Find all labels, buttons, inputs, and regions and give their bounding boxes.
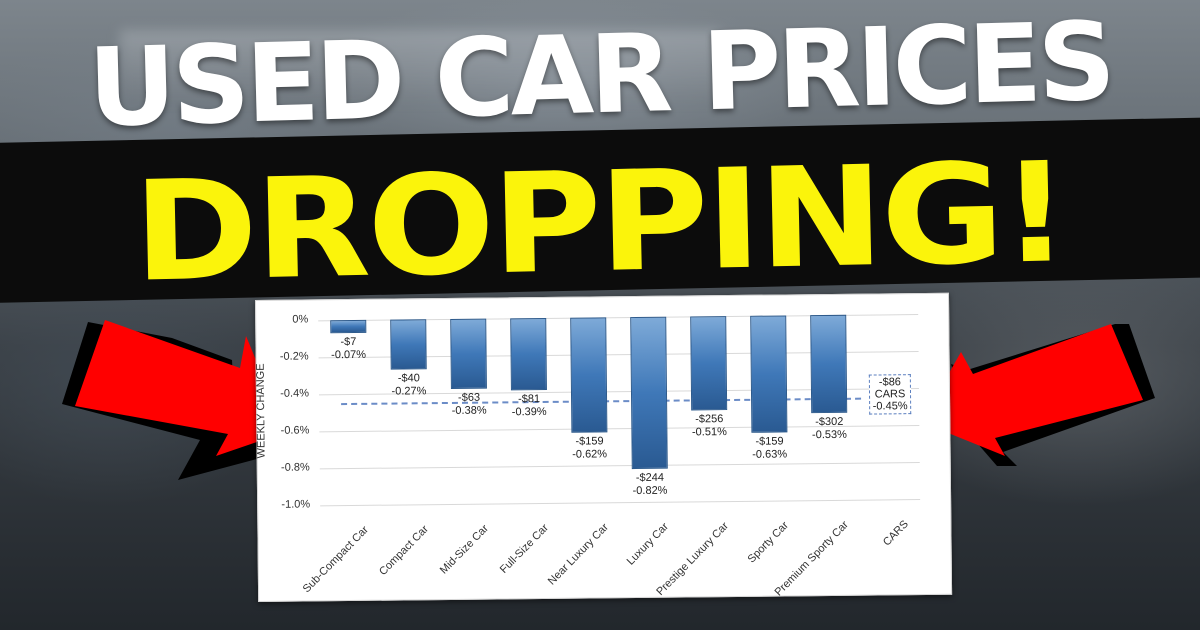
- average-label-box: -$86 CARS -0.45%: [868, 374, 912, 415]
- bar-full-size: [510, 317, 547, 391]
- headline-line-2: DROPPING!: [131, 133, 1069, 313]
- x-tick: Near Luxury Car: [545, 521, 611, 588]
- x-tick: Full-Size Car: [497, 522, 551, 576]
- data-label: -$7 -0.07%: [331, 335, 367, 362]
- gridline: [320, 499, 921, 507]
- y-tick: -0.8%: [280, 461, 310, 474]
- x-tick: CARS: [880, 518, 911, 549]
- bar-premium-sporty: [810, 314, 848, 414]
- y-tick: -0.2%: [279, 350, 309, 363]
- chart-card: WEEKLY CHANGE 0% -0.2% -0.4% -0.6% -0.8%…: [255, 292, 953, 602]
- background-building: [120, 30, 720, 100]
- headline-line-1: USED CAR PRICES: [86, 0, 1114, 152]
- red-arrow-right-icon: [62, 320, 286, 480]
- data-label: -$81 -0.39%: [511, 393, 547, 419]
- y-tick: -1.0%: [281, 498, 311, 511]
- x-tick: Sub-Compact Car: [300, 523, 371, 596]
- data-label: -$159 -0.62%: [572, 435, 608, 461]
- bar-sub-compact: [330, 319, 367, 334]
- x-tick: Compact Car: [377, 523, 431, 578]
- red-arrow-left-icon: [921, 324, 1155, 466]
- data-label: -$244 -0.82%: [632, 471, 668, 498]
- y-axis-label: WEEKLY CHANGE: [254, 363, 268, 459]
- bar-prestige-luxury: [690, 316, 728, 411]
- y-tick: 0%: [292, 313, 309, 326]
- data-label: -$302 -0.53%: [811, 415, 847, 442]
- y-tick: -0.6%: [280, 424, 310, 437]
- bar-compact: [390, 319, 427, 370]
- gridline: [319, 462, 920, 470]
- bar-luxury: [630, 316, 668, 470]
- bar-near-luxury: [570, 317, 608, 433]
- bar-chart-plot: WEEKLY CHANGE 0% -0.2% -0.4% -0.6% -0.8%…: [255, 313, 921, 598]
- x-tick: Luxury Car: [624, 520, 671, 568]
- x-tick: Sporty Car: [745, 519, 791, 566]
- bar-mid-size: [450, 318, 487, 389]
- bar-sporty: [750, 315, 788, 433]
- x-tick: Mid-Size Car: [437, 522, 491, 577]
- y-tick: -0.4%: [280, 387, 310, 400]
